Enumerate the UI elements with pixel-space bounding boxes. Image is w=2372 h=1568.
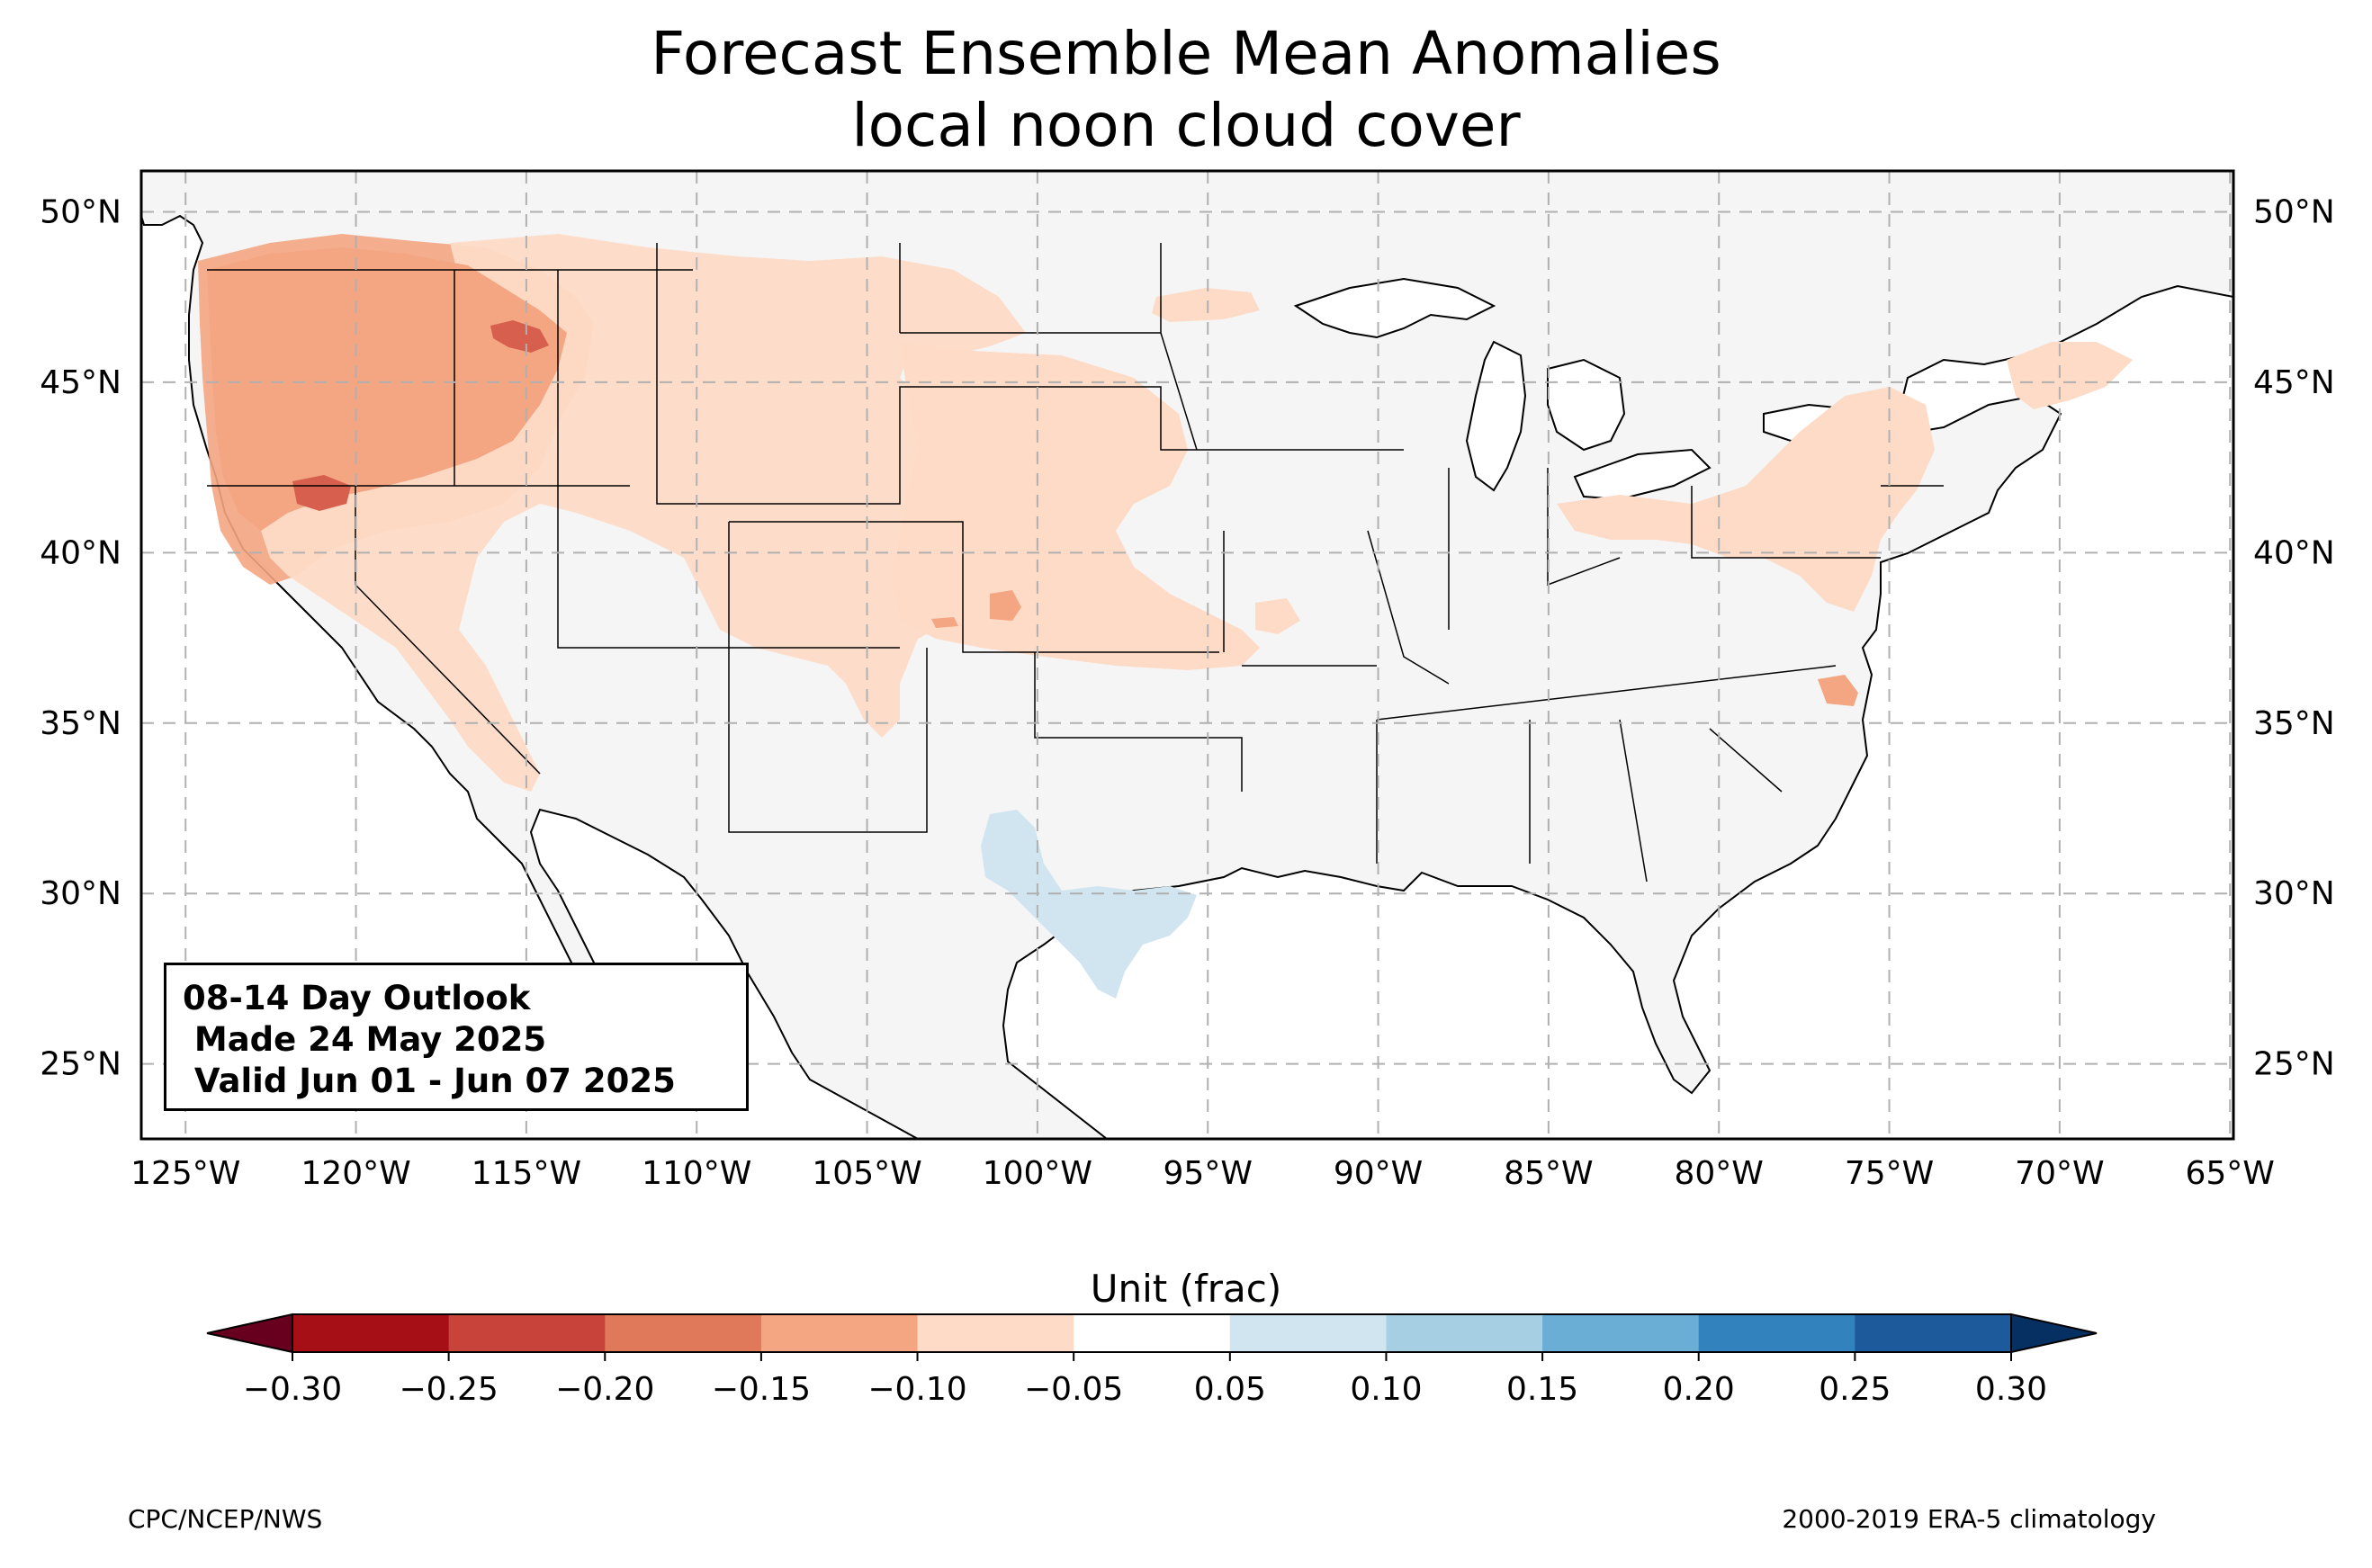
anomaly-region-northeast bbox=[1557, 387, 1935, 612]
lat-tick-label-right: 45°N bbox=[2253, 364, 2335, 401]
map-frame bbox=[139, 169, 2235, 1141]
chart-subtitle: local noon cloud cover bbox=[851, 91, 1521, 160]
colorbar-segment bbox=[1542, 1314, 1700, 1352]
anomaly-region-idaho-peak bbox=[490, 320, 549, 353]
anomaly-region-missouri bbox=[1255, 598, 1300, 634]
colorbar-segment bbox=[1855, 1314, 2012, 1352]
outlook-info-box: 08-14 Day Outlook Made 24 May 2025 Valid… bbox=[164, 963, 749, 1111]
colorbar-extend-high bbox=[2010, 1313, 2098, 1354]
lon-tick-label: 95°W bbox=[1164, 1155, 1253, 1192]
anomaly-region-kansas-peak bbox=[931, 590, 1021, 628]
colorbar-segment bbox=[605, 1314, 762, 1352]
colorbar-segment bbox=[917, 1314, 1074, 1352]
colorbar-segment bbox=[448, 1314, 606, 1352]
lon-tick-label: 90°W bbox=[1334, 1155, 1423, 1192]
colorbar-frame bbox=[292, 1313, 2012, 1353]
lon-tick-label: 70°W bbox=[2015, 1155, 2104, 1192]
outlook-made-date: Made 24 May 2025 bbox=[183, 1020, 547, 1059]
footer-climatology: 2000-2019 ERA-5 climatology bbox=[1782, 1504, 2156, 1534]
colorbar-tick-label: 0.15 bbox=[1506, 1371, 1578, 1408]
lon-tick-label: 100°W bbox=[983, 1155, 1092, 1192]
outlook-period: 08-14 Day Outlook bbox=[183, 979, 531, 1017]
lat-tick-label-right: 40°N bbox=[2253, 534, 2335, 571]
latitude-labels-left: 50°N 45°N 40°N 35°N 30°N 25°N bbox=[40, 193, 121, 1082]
colorbar-tick-label: 0.05 bbox=[1194, 1371, 1266, 1408]
latitude-labels-right: 50°N 45°N 40°N 35°N 30°N 25°N bbox=[2253, 193, 2335, 1082]
anomaly-region-carolina bbox=[1818, 675, 1858, 706]
lon-tick-label: 105°W bbox=[812, 1155, 921, 1192]
footer-source: CPC/NCEP/NWS bbox=[128, 1504, 323, 1534]
anomaly-region-south-texas bbox=[981, 810, 1197, 999]
colorbar-segment bbox=[1386, 1314, 1543, 1352]
lon-tick-label: 120°W bbox=[301, 1155, 410, 1192]
longitude-labels: 125°W 120°W 115°W 110°W 105°W 100°W 95°W 90°W 85… bbox=[130, 1155, 2275, 1192]
lat-tick-label: 35°N bbox=[40, 705, 121, 742]
anomaly-region-upper-midwest bbox=[1152, 288, 1260, 322]
lat-tick-label: 45°N bbox=[40, 364, 121, 401]
lon-tick-label: 115°W bbox=[472, 1155, 581, 1192]
colorbar-tick-label: −0.15 bbox=[712, 1371, 811, 1408]
colorbar-segment bbox=[1698, 1314, 1855, 1352]
anomaly-region-new-england bbox=[2007, 342, 2133, 409]
lon-tick-label: 85°W bbox=[1504, 1155, 1593, 1192]
lon-tick-label: 75°W bbox=[1845, 1155, 1934, 1192]
lon-tick-label: 80°W bbox=[1675, 1155, 1764, 1192]
colorbar-label: Unit (frac) bbox=[1090, 1267, 1282, 1311]
lat-tick-label: 40°N bbox=[40, 534, 121, 571]
colorbar-tick-label: 0.25 bbox=[1819, 1371, 1891, 1408]
lon-tick-label: 125°W bbox=[130, 1155, 240, 1192]
colorbar-segment bbox=[292, 1314, 450, 1352]
colorbar-segment bbox=[760, 1314, 919, 1352]
anomaly-region-northwest-core bbox=[207, 247, 567, 531]
colorbar-tick-label: −0.25 bbox=[399, 1371, 498, 1408]
colorbar-tick-label: −0.05 bbox=[1024, 1371, 1123, 1408]
colorbar-segment bbox=[1074, 1314, 1231, 1352]
colorbar: −0.30 −0.25 −0.20 −0.15 −0.10 −0.05 0.05 0.10 0.… bbox=[206, 1313, 2098, 1408]
lat-tick-label: 25°N bbox=[40, 1046, 121, 1083]
great-lakes bbox=[1293, 277, 1874, 501]
anomaly-region-california-peak bbox=[292, 475, 351, 511]
lat-tick-label-right: 30°N bbox=[2253, 875, 2335, 912]
lat-tick-label: 30°N bbox=[40, 875, 121, 912]
colorbar-tick-label: −0.20 bbox=[555, 1371, 654, 1408]
anomaly-region-plains-east bbox=[891, 342, 1260, 670]
colorbar-tick-label: 0.10 bbox=[1350, 1371, 1422, 1408]
colorbar-extend-low bbox=[206, 1313, 293, 1354]
lat-tick-label-right: 35°N bbox=[2253, 705, 2335, 742]
lat-tick-label: 50°N bbox=[40, 193, 121, 230]
colorbar-segment bbox=[1229, 1314, 1387, 1352]
colorbar-tick-label: 0.20 bbox=[1663, 1371, 1735, 1408]
colorbar-tick-label: −0.30 bbox=[243, 1371, 342, 1408]
colorbar-tick-label: −0.10 bbox=[867, 1371, 966, 1408]
lon-tick-label: 65°W bbox=[2186, 1155, 2275, 1192]
colorbar-tick-label: 0.30 bbox=[1975, 1371, 2047, 1408]
outlook-valid-dates: Valid Jun 01 - Jun 07 2025 bbox=[183, 1062, 676, 1100]
chart-title: Forecast Ensemble Mean Anomalies bbox=[651, 19, 1721, 88]
lon-tick-label: 110°W bbox=[642, 1155, 751, 1192]
lat-tick-label-right: 25°N bbox=[2253, 1046, 2335, 1083]
lat-tick-label-right: 50°N bbox=[2253, 193, 2335, 230]
